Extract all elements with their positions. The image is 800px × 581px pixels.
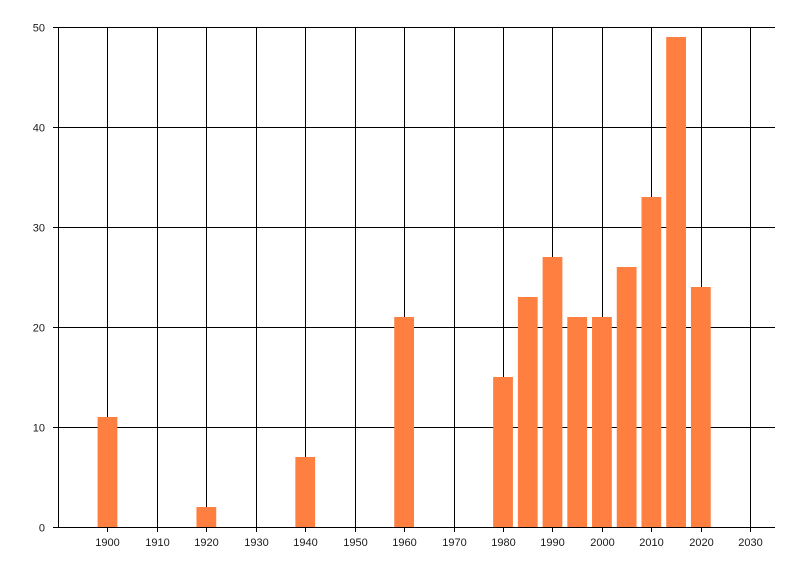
x-tick-label: 1920: [194, 537, 218, 549]
x-tick-label: 1950: [343, 537, 367, 549]
y-tick-label: 50: [33, 23, 45, 35]
x-tick-label: 2030: [738, 537, 762, 549]
bar-1995: [567, 317, 588, 527]
y-tick-label: 30: [33, 223, 45, 235]
bar-1985: [517, 297, 538, 527]
y-tick-label: 20: [33, 323, 45, 335]
bar-2010: [641, 197, 662, 527]
x-tick-label: 1980: [491, 537, 515, 549]
x-tick-label: 1930: [244, 537, 268, 549]
x-tick-label: 1990: [540, 537, 564, 549]
x-tick-label: 2020: [689, 537, 713, 549]
bar-2000: [592, 317, 612, 527]
bar-1920: [196, 507, 217, 527]
y-tick-label: 40: [33, 123, 45, 135]
x-tick-label: 1910: [145, 537, 169, 549]
x-tick-label: 1960: [392, 537, 416, 549]
x-tick-label: 1970: [442, 537, 466, 549]
axes-layer: [53, 27, 775, 532]
y-tick-label: 0: [39, 523, 45, 535]
y-tick-label: 10: [33, 423, 45, 435]
bars-layer: [97, 37, 711, 527]
bar-1940: [295, 457, 316, 527]
x-tick-label: 1940: [293, 537, 317, 549]
bar-1960: [394, 317, 415, 527]
bar-2015: [666, 37, 686, 527]
bar-2005: [616, 267, 637, 527]
bar-1900: [97, 417, 118, 527]
bar-2020: [690, 287, 711, 527]
bar-1980: [493, 377, 513, 527]
x-tick-label: 2010: [639, 537, 663, 549]
x-tick-label: 1900: [95, 537, 119, 549]
x-tick-label: 2000: [590, 537, 614, 549]
bar-1990: [542, 257, 563, 527]
